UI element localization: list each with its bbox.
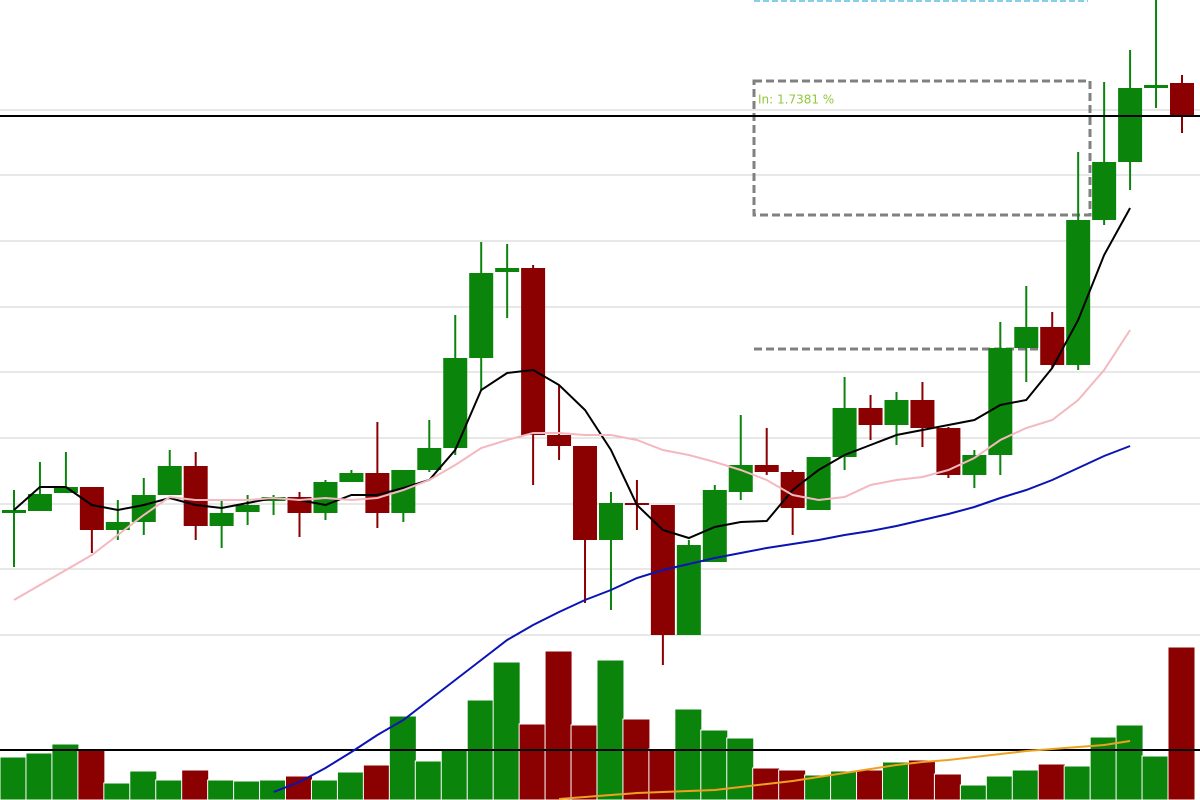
volume-bar [933, 773, 962, 800]
candle-body [105, 522, 130, 530]
volume-layer [0, 646, 1196, 800]
volume-bar [492, 661, 521, 800]
volume-bar [1063, 765, 1092, 800]
candle-body [676, 545, 701, 635]
line-layer [0, 115, 1200, 800]
volume-bar [674, 708, 703, 800]
candle-body [235, 505, 260, 512]
volume-bar [440, 749, 469, 800]
volume-bar [778, 769, 807, 800]
volume-bar [726, 737, 755, 800]
candle-layer [2, 0, 1194, 665]
candle-body [1170, 83, 1194, 115]
candle-body [183, 466, 208, 526]
candle-body [832, 408, 857, 457]
candle-body [1092, 162, 1117, 220]
volume-bar [985, 775, 1014, 800]
volume-bar [362, 764, 391, 800]
ma-line [273, 445, 1131, 793]
volume-bar [51, 743, 80, 800]
volume-bar [622, 718, 651, 800]
candle-body [910, 400, 935, 428]
volume-bar [518, 723, 547, 800]
candle-body [598, 503, 623, 540]
candle-body [754, 465, 779, 472]
ma-line [13, 329, 1131, 601]
candle-body [443, 358, 468, 448]
candle-body [339, 473, 364, 482]
candle-body [27, 494, 52, 511]
candle-body [521, 268, 546, 435]
volume-bar [907, 759, 936, 800]
candle-body [391, 470, 416, 513]
candle-body [79, 487, 104, 530]
volume-bar [830, 770, 859, 800]
candle-body [417, 448, 442, 470]
candle-body [1144, 85, 1169, 88]
volume-bar [25, 752, 54, 800]
volume-bar [155, 779, 184, 800]
candle-body [858, 408, 883, 425]
volume-bar [414, 760, 443, 800]
ma-line [13, 207, 1131, 540]
candle-body [495, 268, 520, 272]
volume-bar [336, 771, 365, 800]
volume-bar [544, 650, 573, 800]
volume-bar [285, 775, 314, 800]
volume-bar [1115, 724, 1144, 800]
candle-body [469, 273, 494, 358]
candle-body [1040, 327, 1065, 365]
volume-bar [570, 724, 599, 800]
volume-bar [103, 782, 132, 800]
candle-body [53, 487, 78, 493]
volume-bar [310, 779, 339, 800]
measure-box [752, 79, 1092, 217]
volume-bar [1089, 736, 1118, 800]
volume-bar [1037, 763, 1066, 800]
volume-bar [596, 659, 625, 800]
volume-bar [181, 769, 210, 800]
volume-bar [1141, 755, 1170, 800]
volume-bar [1011, 769, 1040, 800]
candle-body [2, 510, 26, 513]
candle-body [884, 400, 909, 425]
candle-body [209, 513, 234, 526]
volume-bar [881, 761, 910, 800]
annotation: In: 1.7381 % [758, 93, 834, 107]
candle-body [1118, 88, 1143, 162]
volume-bar [259, 779, 288, 800]
ma-line [558, 740, 1131, 800]
candle-body [1014, 327, 1039, 348]
volume-bar [388, 715, 417, 800]
grid [0, 109, 1200, 636]
volume-bar [207, 779, 236, 800]
candle-body [936, 428, 961, 475]
candle-body [573, 446, 598, 540]
volume-bar [233, 780, 262, 800]
volume-bar [959, 784, 988, 800]
volume-bar [1167, 646, 1196, 800]
volume-bar [129, 770, 158, 800]
volume-bar [856, 769, 885, 800]
candle-body [1066, 220, 1091, 365]
candle-body [157, 466, 182, 495]
volume-bar [0, 756, 28, 800]
candle-body [547, 435, 572, 446]
volume-bar [77, 749, 106, 800]
